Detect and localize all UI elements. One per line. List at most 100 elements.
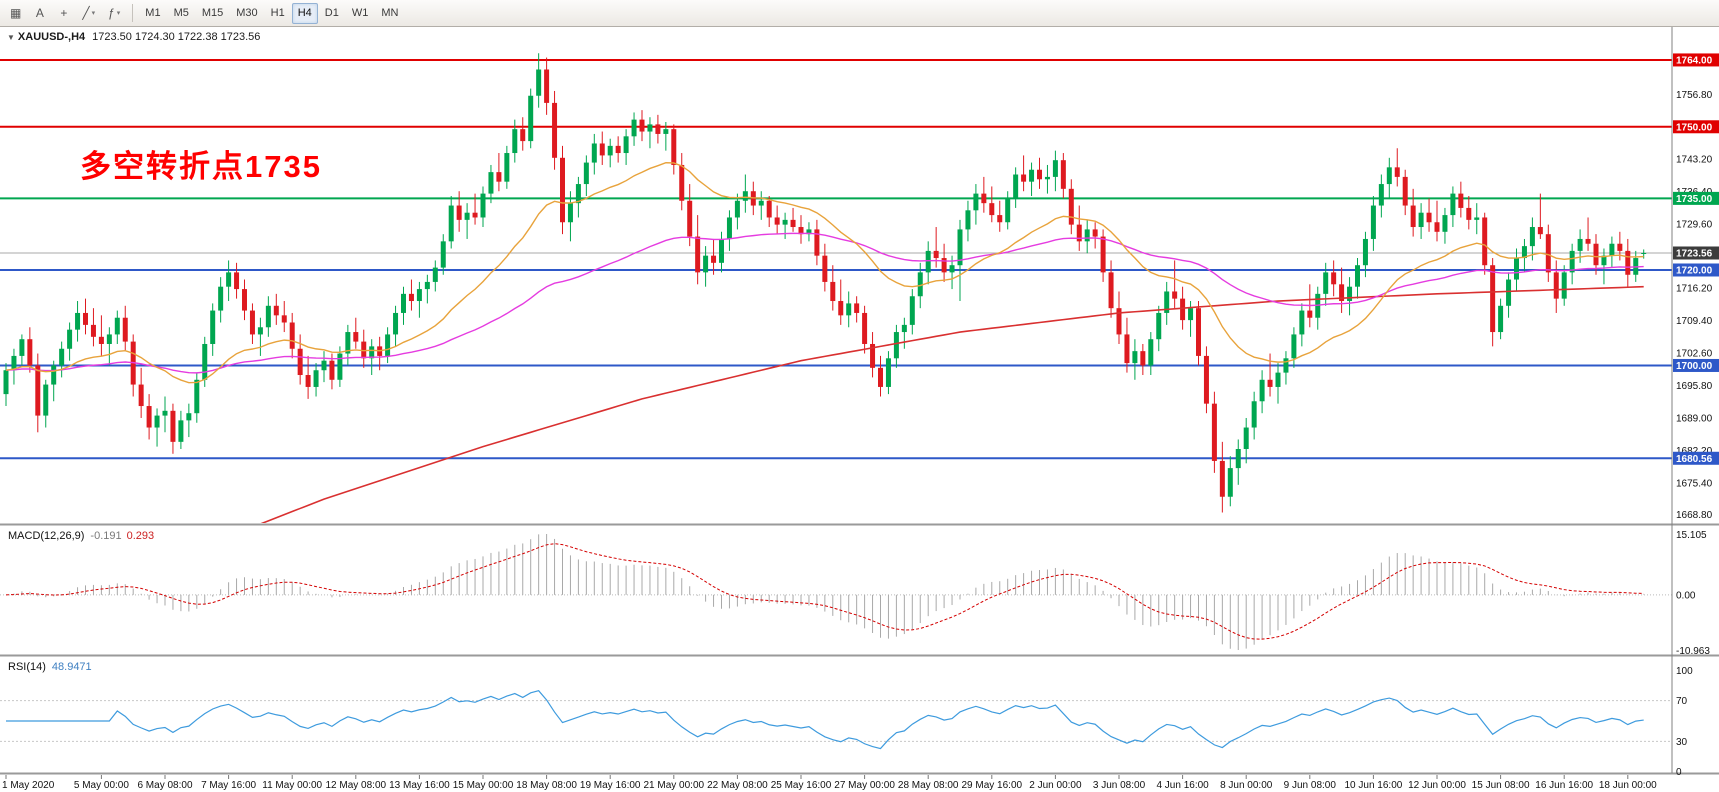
candle-body [782, 219, 788, 225]
timeframe-button-m1[interactable]: M1 [145, 7, 161, 19]
trendline-tool-icon[interactable]: ╱ ▾ [82, 6, 96, 20]
time-label[interactable]: 18 May 08:00 [516, 780, 577, 791]
time-label[interactable]: 16 Jun 16:00 [1535, 780, 1593, 791]
indicators-menu-icon[interactable]: ƒ ▾ [108, 6, 121, 20]
charts-layout-icon[interactable]: ▦ [10, 6, 22, 20]
price-level-label-box[interactable] [1673, 358, 1719, 372]
price-level-label: 1700.00 [1676, 361, 1713, 372]
candle-body [1235, 449, 1241, 469]
timeframe-button-d1[interactable]: D1 [324, 7, 339, 19]
candle-body [1243, 427, 1249, 450]
time-label[interactable]: 15 May 00:00 [453, 780, 514, 791]
timeframe-button-h1[interactable]: H1 [270, 7, 285, 19]
collapse-arrow-icon[interactable]: ▼ [7, 33, 15, 42]
price-level-label-box[interactable] [1673, 191, 1719, 205]
time-label[interactable]: 22 May 08:00 [707, 780, 768, 791]
time-label[interactable]: 19 May 16:00 [580, 780, 641, 791]
dropdown-caret-icon[interactable]: ▾ [116, 10, 121, 17]
ohlc-values: 1723.50 1724.30 1722.38 1723.56 [92, 31, 261, 43]
candle-body [536, 69, 542, 96]
candle-body [1188, 308, 1194, 321]
time-label[interactable]: 12 May 08:00 [325, 780, 386, 791]
candle-body [639, 119, 645, 132]
crosshair-tool-icon[interactable]: + [60, 6, 68, 20]
candle-body [925, 250, 931, 273]
time-label[interactable]: 27 May 00:00 [834, 780, 895, 791]
timeframe-button-m5[interactable]: M5 [173, 7, 189, 19]
candle-body [297, 348, 303, 376]
candle-body [528, 95, 534, 142]
candle-body [226, 272, 232, 287]
price-level-label-box[interactable] [1673, 451, 1719, 465]
time-label[interactable]: 9 Jun 08:00 [1284, 780, 1337, 791]
cursor-tool-icon[interactable]: A [35, 6, 44, 20]
time-label[interactable]: 3 Jun 08:00 [1093, 780, 1146, 791]
time-label[interactable]: 12 Jun 00:00 [1408, 780, 1466, 791]
candle-body [1442, 215, 1448, 232]
candle-body [170, 410, 176, 442]
candle-body [544, 69, 550, 103]
candle-body [1482, 217, 1488, 266]
time-label[interactable]: 6 May 08:00 [137, 780, 192, 791]
timeframe-button-w1[interactable]: W1 [351, 7, 369, 19]
time-label[interactable]: 4 Jun 16:00 [1156, 780, 1209, 791]
candle-body [1029, 169, 1035, 182]
candle-body [1418, 212, 1424, 228]
candle-body [1402, 176, 1408, 206]
time-label[interactable]: 21 May 00:00 [643, 780, 704, 791]
chart-canvas[interactable]: 1756.801743.201736.401729.601716.201709.… [0, 27, 1719, 792]
candle-body [273, 305, 279, 316]
timeframe-button-m30[interactable]: M30 [236, 7, 258, 19]
candle-body [1577, 238, 1583, 251]
candle-body [917, 272, 923, 297]
time-label[interactable]: 1 May 2020 [2, 780, 55, 791]
time-label[interactable]: 15 Jun 08:00 [1472, 780, 1530, 791]
candle-body [949, 265, 955, 273]
candle-body [1537, 227, 1543, 235]
candle-body [901, 324, 907, 333]
candle-body [43, 384, 49, 416]
time-label[interactable]: 29 May 16:00 [961, 780, 1022, 791]
timeframe-button-h4[interactable]: H4 [291, 2, 318, 24]
price-level-label-box[interactable] [1673, 120, 1719, 134]
time-label[interactable]: 10 Jun 16:00 [1344, 780, 1402, 791]
macd-main-value: -0.191 [90, 530, 122, 542]
current-price-label-box [1673, 246, 1719, 260]
candle-body [1585, 238, 1591, 244]
candle-body [1553, 272, 1559, 299]
macd-indicator-label: MACD(12,26,9) -0.191 0.293 [8, 530, 154, 542]
candle-body [1021, 174, 1027, 182]
macd-signal-line [5, 543, 1644, 640]
time-label[interactable]: 7 May 16:00 [201, 780, 256, 791]
candle-body [408, 293, 414, 302]
candle-body [289, 322, 295, 349]
candle-body [1259, 379, 1265, 402]
candle-body [75, 312, 81, 330]
candle-body [448, 205, 454, 242]
candle-body [893, 332, 899, 359]
time-label[interactable]: 5 May 00:00 [74, 780, 129, 791]
time-label[interactable]: 11 May 00:00 [262, 780, 322, 791]
timeframe-button-mn[interactable]: MN [381, 7, 399, 19]
candle-body [321, 360, 327, 371]
candle-body [695, 236, 701, 273]
time-label[interactable]: 18 Jun 00:00 [1599, 780, 1657, 791]
candle-body [1283, 358, 1289, 373]
time-label[interactable]: 25 May 16:00 [771, 780, 832, 791]
candle-body [1426, 212, 1432, 223]
candle-body [257, 327, 263, 335]
candle-body [504, 153, 510, 182]
candle-body [878, 367, 883, 387]
time-label[interactable]: 8 Jun 00:00 [1220, 780, 1273, 791]
time-label[interactable]: 13 May 16:00 [389, 780, 450, 791]
candle-body [1251, 401, 1257, 428]
timeframe-button-m15[interactable]: M15 [201, 7, 224, 19]
dropdown-caret-icon[interactable]: ▾ [91, 10, 96, 17]
time-label[interactable]: 28 May 08:00 [898, 780, 959, 791]
rsi-scale-100: 100 [1676, 666, 1693, 677]
price-level-label-box[interactable] [1673, 53, 1719, 67]
time-label[interactable]: 2 Jun 00:00 [1029, 780, 1082, 791]
candle-body [981, 193, 987, 204]
candle-body [480, 193, 486, 218]
price-level-label-box[interactable] [1673, 263, 1719, 277]
